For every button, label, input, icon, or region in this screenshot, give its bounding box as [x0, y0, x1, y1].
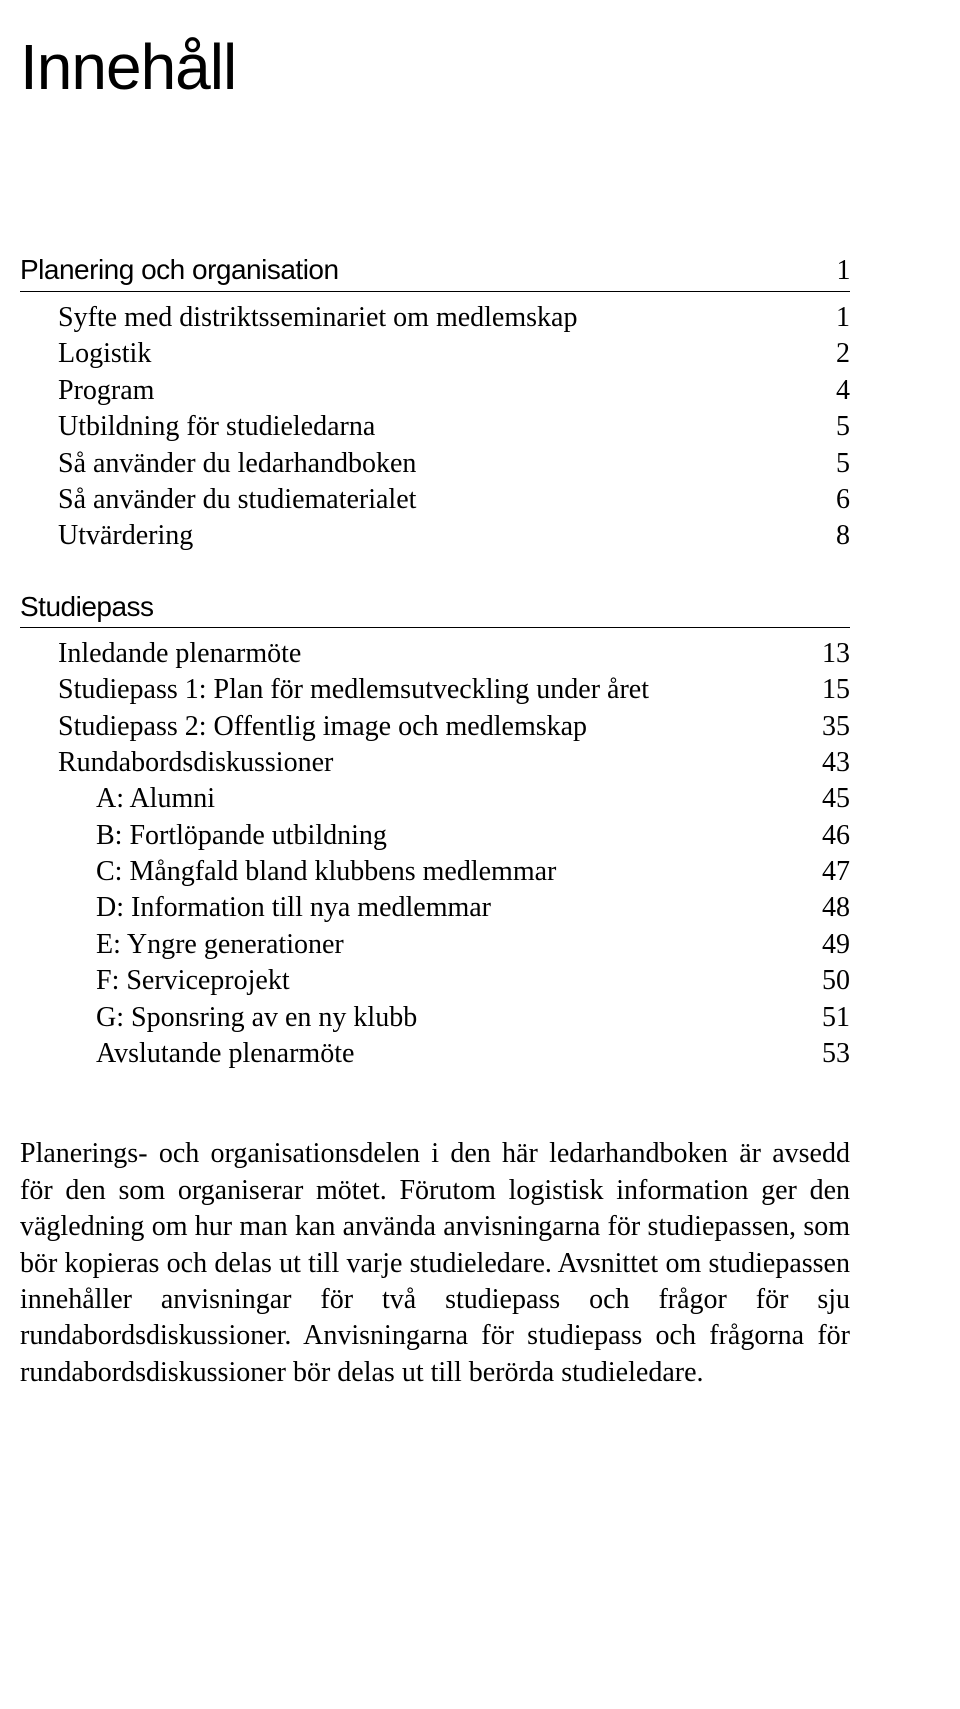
- body-paragraph: Planerings- och organisationsdelen i den…: [20, 1136, 850, 1391]
- toc-page: 48: [790, 890, 850, 926]
- toc-row: Inledande plenarmöte 13: [20, 636, 850, 672]
- toc-page: 53: [790, 1036, 850, 1072]
- toc-label: C: Mångfald bland klubbens medlemmar: [20, 854, 790, 890]
- toc-label: Syfte med distriktsseminariet om medlems…: [20, 300, 790, 336]
- toc-list-planering: Syfte med distriktsseminariet om medlems…: [20, 300, 850, 555]
- toc-label: Inledande plenarmöte: [20, 636, 790, 672]
- toc-label: Så använder du studiematerialet: [20, 482, 790, 518]
- toc-row: Studiepass 1: Plan för medlemsutveckling…: [20, 672, 850, 708]
- toc-page: 2: [790, 336, 850, 372]
- toc-page: 50: [790, 963, 850, 999]
- toc-page: 15: [790, 672, 850, 708]
- section-heading-label: Planering och organisation: [20, 254, 339, 286]
- page-title: Innehåll: [20, 30, 850, 104]
- toc-row: E: Yngre generationer 49: [20, 927, 850, 963]
- toc-page: 5: [790, 446, 850, 482]
- toc-label: Så använder du ledarhandboken: [20, 446, 790, 482]
- toc-row: C: Mångfald bland klubbens medlemmar 47: [20, 854, 850, 890]
- toc-page: 49: [790, 927, 850, 963]
- toc-page: 46: [790, 818, 850, 854]
- toc-page: 4: [790, 373, 850, 409]
- toc-row: B: Fortlöpande utbildning 46: [20, 818, 850, 854]
- toc-label: Rundabordsdiskussioner: [20, 745, 790, 781]
- toc-page: 35: [790, 709, 850, 745]
- toc-row: D: Information till nya medlemmar 48: [20, 890, 850, 926]
- toc-list-studiepass: Inledande plenarmöte 13 Studiepass 1: Pl…: [20, 636, 850, 1073]
- toc-page: 5: [790, 409, 850, 445]
- toc-label: E: Yngre generationer: [20, 927, 790, 963]
- toc-page: 6: [790, 482, 850, 518]
- toc-label: D: Information till nya medlemmar: [20, 890, 790, 926]
- toc-label: A: Alumni: [20, 781, 790, 817]
- toc-label: Logistik: [20, 336, 790, 372]
- toc-page: 13: [790, 636, 850, 672]
- toc-row: Så använder du ledarhandboken 5: [20, 446, 850, 482]
- toc-row: A: Alumni 45: [20, 781, 850, 817]
- section-heading-label: Studiepass: [20, 591, 154, 622]
- section-heading-studiepass: Studiepass: [20, 591, 850, 628]
- toc-page: 45: [790, 781, 850, 817]
- toc-row: Syfte med distriktsseminariet om medlems…: [20, 300, 850, 336]
- toc-label: G: Sponsring av en ny klubb: [20, 1000, 790, 1036]
- toc-page: 43: [790, 745, 850, 781]
- toc-label: F: Serviceprojekt: [20, 963, 790, 999]
- toc-label: Studiepass 1: Plan för medlemsutveckling…: [20, 672, 790, 708]
- toc-label: B: Fortlöpande utbildning: [20, 818, 790, 854]
- toc-label: Utvärdering: [20, 518, 790, 554]
- toc-row: Logistik 2: [20, 336, 850, 372]
- toc-row: Avslutande plenarmöte 53: [20, 1036, 850, 1072]
- toc-page: 8: [790, 518, 850, 554]
- toc-label: Studiepass 2: Offentlig image och medlem…: [20, 709, 790, 745]
- toc-row: Utvärdering 8: [20, 518, 850, 554]
- toc-row: Utbildning för studieledarna 5: [20, 409, 850, 445]
- toc-row: Så använder du studiematerialet 6: [20, 482, 850, 518]
- toc-page: 47: [790, 854, 850, 890]
- toc-row: Rundabordsdiskussioner 43: [20, 745, 850, 781]
- section-heading-planering: Planering och organisation 1: [20, 254, 850, 292]
- toc-page: 1: [790, 300, 850, 336]
- document-page: Innehåll Planering och organisation 1 Sy…: [0, 0, 960, 1709]
- toc-row: Studiepass 2: Offentlig image och medlem…: [20, 709, 850, 745]
- toc-page: 51: [790, 1000, 850, 1036]
- toc-label: Program: [20, 373, 790, 409]
- toc-label: Avslutande plenarmöte: [20, 1036, 790, 1072]
- toc-label: Utbildning för studieledarna: [20, 409, 790, 445]
- toc-row: Program 4: [20, 373, 850, 409]
- toc-row: G: Sponsring av en ny klubb 51: [20, 1000, 850, 1036]
- section-heading-page: 1: [837, 255, 851, 287]
- toc-row: F: Serviceprojekt 50: [20, 963, 850, 999]
